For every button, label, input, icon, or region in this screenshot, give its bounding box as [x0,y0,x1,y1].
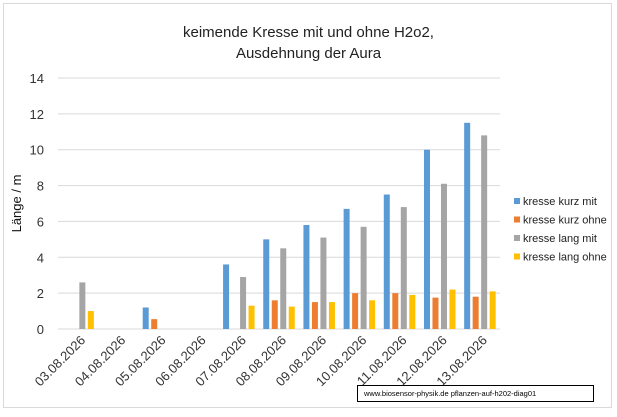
bar [464,122,471,329]
bar [472,296,479,329]
bar [343,208,350,329]
chart-frame [3,3,612,408]
legend-swatch [514,216,520,223]
y-tick-label: 8 [37,179,44,194]
bar [409,294,416,329]
bar [240,277,247,329]
y-tick-label: 4 [37,250,44,265]
bar [449,289,456,329]
bar [369,300,376,329]
bar [352,293,359,329]
bar [271,300,278,329]
chart-title-line-1: keimende Kresse mit und ohne H2o2, [183,24,434,41]
bar [360,226,367,329]
bar [142,307,149,329]
bar [489,291,496,329]
bar [383,194,390,329]
legend-label: kresse kurz ohne [523,215,607,227]
bar [79,282,86,329]
legend-label: kresse lang ohne [523,252,607,264]
y-tick-label: 6 [37,214,44,229]
bar [263,239,270,329]
y-tick-label: 10 [30,143,44,158]
bar [392,293,399,329]
y-axis-label: Länge / m [9,175,24,233]
y-tick-label: 0 [37,322,44,337]
y-tick-label: 14 [30,71,44,86]
legend-swatch [514,198,520,204]
bar [288,306,295,329]
y-tick-label: 12 [30,107,44,122]
bar [223,264,230,329]
bar [432,297,439,329]
legend-swatch [514,235,520,241]
legend-label: kresse lang mit [523,233,597,245]
bar [400,207,407,329]
bar [303,225,310,329]
legend-label: kresse kurz mit [523,196,597,208]
bar [320,237,327,329]
chart-title-line-2: Ausdehnung der Aura [235,45,382,62]
bar [423,149,430,329]
y-tick-label: 2 [37,286,44,301]
source-note: www.biosensor-physik.de pflanzen-auf-h20… [357,385,594,402]
bar [328,302,335,329]
bar [280,248,287,329]
bar [87,311,94,329]
bar [440,183,447,329]
bar [481,135,488,329]
bar [248,305,255,329]
bar [151,319,158,329]
legend-swatch [514,253,520,260]
bar [311,302,318,329]
